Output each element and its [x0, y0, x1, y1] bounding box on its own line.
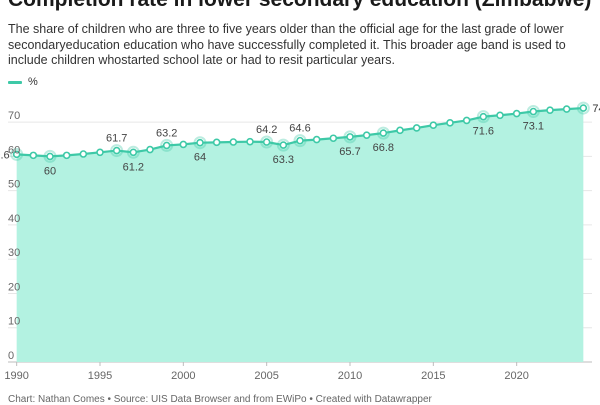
data-label-layer: 60.66061.761.263.26464.263.364.665.766.8…	[0, 103, 600, 177]
x-tick-label: 2015	[421, 370, 445, 382]
data-point[interactable]	[96, 148, 104, 157]
y-tick-label: 40	[8, 213, 20, 225]
data-point[interactable]	[412, 124, 421, 132]
data-label: 61.7	[106, 133, 127, 145]
data-point[interactable]	[279, 141, 288, 149]
chart-title: Completion rate in lower secondary educa…	[8, 0, 591, 12]
data-point[interactable]	[46, 152, 54, 161]
data-point[interactable]	[179, 140, 188, 149]
data-label: 64	[194, 152, 206, 164]
data-point[interactable]	[62, 151, 71, 160]
data-label: 74.1	[592, 103, 600, 115]
data-point-halo	[343, 130, 357, 144]
data-point[interactable]	[512, 109, 521, 118]
legend-label: %	[28, 76, 38, 88]
data-point[interactable]	[296, 136, 304, 145]
data-point[interactable]	[112, 146, 121, 155]
data-label: 61.2	[123, 161, 144, 173]
x-tick-label: 2000	[171, 370, 195, 382]
data-point[interactable]	[562, 105, 571, 113]
data-point-halo	[276, 138, 290, 152]
data-label: 64.2	[256, 124, 277, 136]
data-label: 60	[44, 165, 56, 177]
data-point-halo	[576, 101, 590, 115]
legend-swatch	[8, 80, 22, 84]
legend: %	[8, 76, 38, 88]
data-point[interactable]	[12, 150, 21, 159]
data-point-halo	[260, 135, 274, 149]
data-point[interactable]	[346, 133, 354, 141]
data-label: 64.6	[289, 123, 310, 135]
y-tick-label: 0	[8, 350, 14, 362]
x-tick-label: 2010	[338, 370, 362, 382]
data-point[interactable]	[329, 134, 338, 143]
data-point[interactable]	[396, 126, 404, 135]
x-tick-label: 1990	[4, 370, 28, 382]
data-point-halo	[293, 134, 307, 148]
data-point[interactable]	[462, 116, 471, 125]
data-point[interactable]	[29, 151, 38, 160]
data-point[interactable]	[529, 107, 538, 116]
data-point[interactable]	[429, 121, 438, 130]
data-point[interactable]	[262, 138, 271, 146]
data-point-halo	[160, 138, 174, 152]
data-point[interactable]	[129, 148, 138, 157]
data-point-halo	[193, 136, 207, 150]
data-point-halo	[526, 105, 540, 119]
x-tick-label: 1995	[88, 370, 112, 382]
y-tick-label: 60	[8, 144, 20, 156]
area-fill	[16, 108, 584, 362]
data-label: 60.6	[0, 149, 10, 161]
data-point[interactable]	[379, 129, 388, 137]
data-point-halo	[110, 144, 124, 158]
y-tick-label: 20	[8, 281, 20, 293]
data-point-halo	[43, 149, 57, 163]
marker-layer	[10, 101, 590, 163]
chart-subtitle: The share of children who are three to f…	[8, 22, 566, 67]
data-point[interactable]	[579, 104, 588, 112]
y-tick-label: 10	[8, 316, 20, 328]
data-point[interactable]	[246, 137, 254, 146]
data-point[interactable]	[312, 135, 321, 144]
data-label: 73.1	[523, 121, 544, 133]
data-point[interactable]	[79, 150, 88, 158]
data-point[interactable]	[362, 131, 371, 139]
data-label: 65.7	[339, 146, 360, 158]
data-label: 66.8	[373, 142, 394, 154]
data-point-halo	[476, 110, 490, 124]
data-point[interactable]	[162, 141, 171, 150]
data-point-halo	[126, 145, 140, 159]
data-point[interactable]	[146, 145, 154, 154]
data-point-halo	[376, 126, 390, 140]
data-point[interactable]	[196, 138, 204, 147]
x-tick-label: 2020	[504, 370, 528, 382]
data-point[interactable]	[546, 106, 554, 114]
data-point-halo	[10, 147, 24, 161]
y-tick-label: 50	[8, 179, 20, 191]
data-point[interactable]	[212, 138, 221, 147]
data-point[interactable]	[479, 112, 488, 121]
axis-layer: 0 10 20 30 40 50 60 70 1990 1995 2000 2005 2010 2015 2…	[4, 110, 528, 382]
data-label: 63.3	[273, 154, 294, 166]
data-point[interactable]	[446, 119, 454, 127]
data-label: 63.2	[156, 127, 177, 139]
data-label: 71.6	[473, 126, 494, 138]
data-point[interactable]	[496, 111, 504, 120]
y-tick-label: 30	[8, 247, 20, 259]
data-point[interactable]	[229, 138, 238, 146]
x-tick-label: 2005	[254, 370, 278, 382]
y-tick-label: 70	[8, 110, 20, 122]
